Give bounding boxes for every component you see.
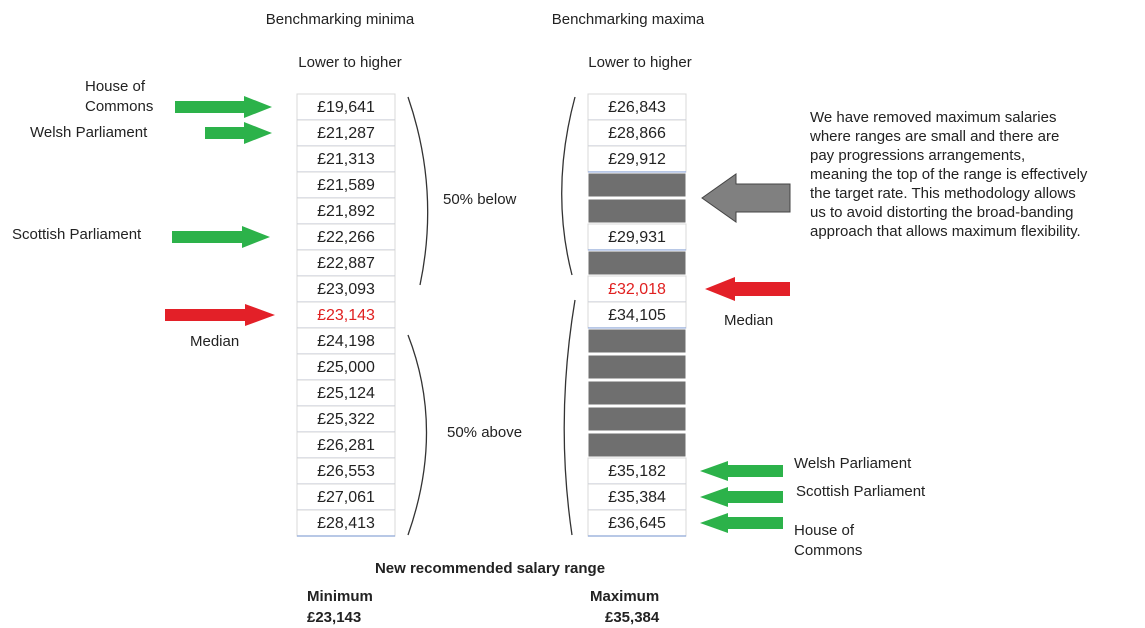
note-line: the target rate. This methodology allows — [810, 185, 1076, 202]
median-label: Median — [724, 312, 773, 329]
cell-value: £25,124 — [317, 385, 375, 402]
blank-cell — [587, 328, 687, 354]
arrow-label: House of Commons — [85, 78, 153, 115]
cell-value: £26,281 — [317, 437, 375, 454]
cell — [296, 275, 396, 303]
minima-order: Lower to higher — [298, 54, 401, 71]
cell-value: £21,892 — [317, 203, 375, 220]
median-label: Median — [190, 333, 239, 350]
arrow-label: Welsh Parliament — [794, 455, 912, 472]
cell — [587, 483, 687, 511]
cell — [296, 509, 396, 537]
minimum-value: £23,143 — [307, 609, 361, 626]
arrow — [705, 277, 790, 301]
arrow — [700, 513, 783, 533]
arrow — [175, 96, 272, 118]
note-line: where ranges are small and there are — [809, 128, 1059, 145]
note-line: pay progressions arrangements, — [810, 147, 1025, 164]
blank-cell — [587, 250, 687, 276]
maximum-label: Maximum — [590, 588, 659, 605]
cell — [296, 379, 396, 407]
minimum-label: Minimum — [307, 588, 373, 605]
cell-value: £24,198 — [317, 333, 375, 350]
cell-value: £35,384 — [608, 489, 666, 506]
cell — [296, 93, 396, 121]
cell-value: £28,413 — [317, 515, 375, 532]
cell — [587, 457, 687, 485]
arrow — [165, 304, 275, 326]
arrow — [172, 226, 270, 248]
blank-cell — [587, 198, 687, 224]
cell-value: £29,912 — [608, 151, 666, 168]
cell-value: £35,182 — [608, 463, 666, 480]
arrow-label: Scottish Parliament — [796, 483, 926, 500]
cell-value: £32,018 — [608, 281, 666, 298]
cell-value: £26,843 — [608, 99, 666, 116]
summary-title: New recommended salary range — [375, 560, 605, 577]
arrow — [701, 173, 791, 223]
arrow-label: House of Commons — [794, 522, 862, 559]
cell-value: £21,589 — [317, 177, 375, 194]
blank-cell — [587, 172, 687, 198]
brace — [407, 334, 428, 536]
brace — [563, 299, 576, 536]
note-line: approach that allows maximum flexibility… — [810, 223, 1081, 240]
cell-value: £19,641 — [317, 99, 375, 116]
maxima-order: Lower to higher — [588, 54, 691, 71]
cell — [587, 145, 687, 173]
arrow-label: Scottish Parliament — [12, 226, 142, 243]
arrow-label: Welsh Parliament — [30, 124, 148, 141]
cell-value: £28,866 — [608, 125, 666, 142]
cell — [587, 275, 687, 303]
cell — [296, 223, 396, 251]
cell — [296, 145, 396, 173]
maxima-title: Benchmarking maxima — [552, 11, 705, 28]
cell-value: £36,645 — [608, 515, 666, 532]
arrow — [700, 487, 783, 507]
cell — [296, 457, 396, 485]
arrow — [700, 461, 783, 481]
cell-value: £26,553 — [317, 463, 375, 480]
cell-value: £25,322 — [317, 411, 375, 428]
brace — [561, 96, 576, 276]
maximum-value: £35,384 — [605, 609, 660, 626]
arrow — [205, 122, 272, 144]
cell — [296, 249, 396, 277]
cell-value: £34,105 — [608, 307, 666, 324]
blank-cell — [587, 406, 687, 432]
cell — [296, 431, 396, 459]
cell — [296, 197, 396, 225]
above-label: 50% above — [447, 424, 522, 441]
brace — [407, 96, 429, 286]
cell-value: £21,287 — [317, 125, 375, 142]
blank-cell — [587, 380, 687, 406]
cell — [296, 119, 396, 147]
cell-value: £23,143 — [317, 307, 375, 324]
note-line: We have removed maximum salaries — [810, 109, 1056, 126]
note-line: us to avoid distorting the broad-banding — [810, 204, 1074, 221]
cell-value: £29,931 — [608, 229, 666, 246]
cell-value: £22,266 — [317, 229, 375, 246]
cell — [587, 119, 687, 147]
cell-value: £21,313 — [317, 151, 375, 168]
minima-title: Benchmarking minima — [266, 11, 415, 28]
cell — [587, 301, 687, 329]
blank-cell — [587, 432, 687, 458]
cell-value: £27,061 — [317, 489, 375, 506]
below-label: 50% below — [443, 191, 517, 208]
blank-cell — [587, 354, 687, 380]
cell-value: £23,093 — [317, 281, 375, 298]
cell-value: £25,000 — [317, 359, 375, 376]
note-line: meaning the top of the range is effectiv… — [810, 166, 1088, 183]
cell-value: £22,887 — [317, 255, 375, 272]
